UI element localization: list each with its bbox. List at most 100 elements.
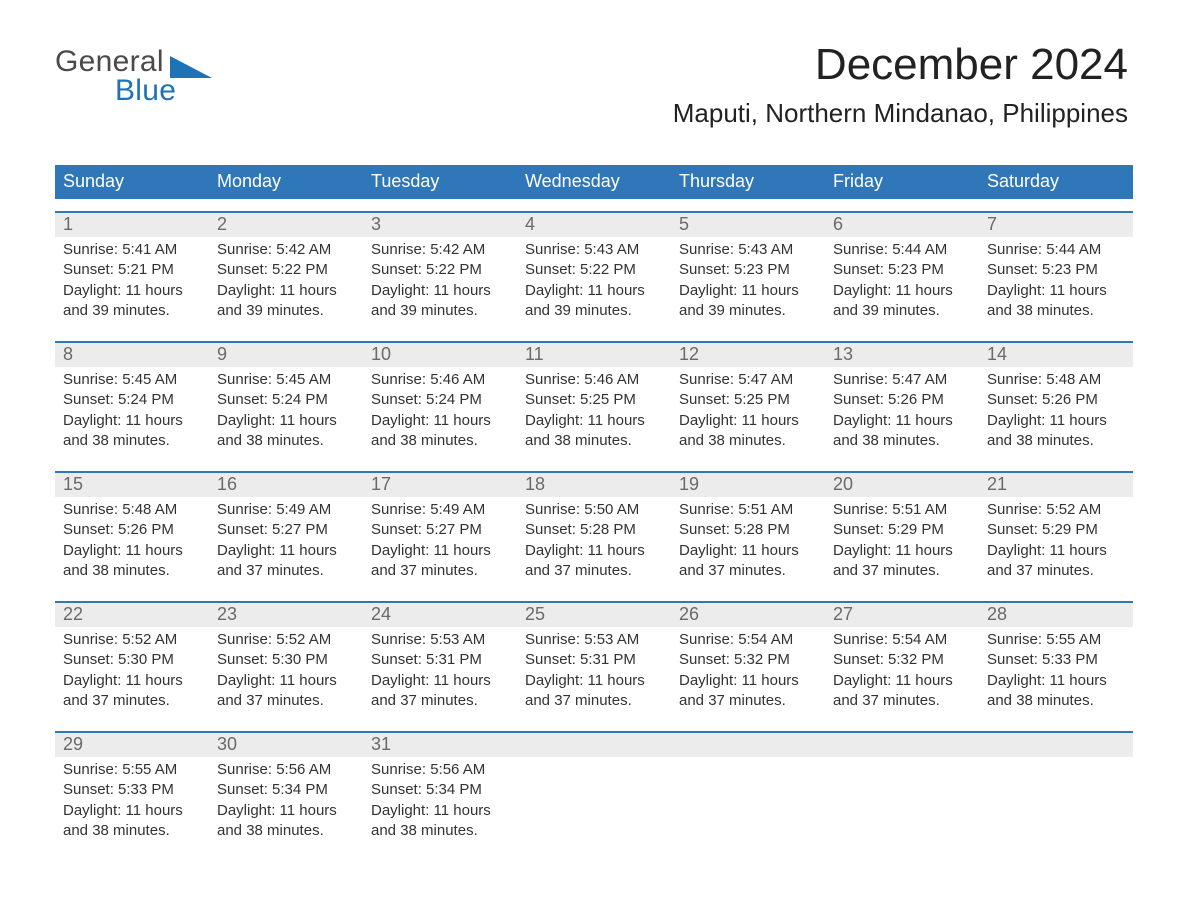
sunset-line: Sunset: 5:26 PM — [833, 390, 971, 410]
daylight-line: Daylight: 11 hours and 38 minutes. — [833, 411, 971, 452]
sunrise-line: Sunrise: 5:49 AM — [217, 500, 355, 520]
day-details-cell: Sunrise: 5:42 AMSunset: 5:22 PMDaylight:… — [209, 237, 363, 329]
sunrise-line: Sunrise: 5:51 AM — [833, 500, 971, 520]
day-number-cell: 26 — [671, 603, 825, 627]
daynum-row: 15161718192021 — [55, 473, 1133, 497]
daylight-line: Daylight: 11 hours and 39 minutes. — [679, 281, 817, 322]
daylight-line: Daylight: 11 hours and 38 minutes. — [371, 801, 509, 842]
daynum-row: 22232425262728 — [55, 603, 1133, 627]
day-number-cell: 8 — [55, 343, 209, 367]
day-number-cell: 29 — [55, 733, 209, 757]
daylight-line: Daylight: 11 hours and 37 minutes. — [525, 541, 663, 582]
daylight-line: Daylight: 11 hours and 37 minutes. — [833, 671, 971, 712]
day-number-cell: 7 — [979, 213, 1133, 237]
weekday-label: Thursday — [671, 165, 825, 199]
day-details-cell: Sunrise: 5:54 AMSunset: 5:32 PMDaylight:… — [671, 627, 825, 719]
daylight-line: Daylight: 11 hours and 38 minutes. — [987, 671, 1125, 712]
sunset-line: Sunset: 5:26 PM — [63, 520, 201, 540]
daylight-line: Daylight: 11 hours and 37 minutes. — [525, 671, 663, 712]
sunset-line: Sunset: 5:34 PM — [217, 780, 355, 800]
day-number-cell — [979, 733, 1133, 757]
day-details-cell: Sunrise: 5:53 AMSunset: 5:31 PMDaylight:… — [363, 627, 517, 719]
daynum-row: 293031 — [55, 733, 1133, 757]
day-number-cell: 11 — [517, 343, 671, 367]
day-number-cell: 27 — [825, 603, 979, 627]
daylight-line: Daylight: 11 hours and 38 minutes. — [63, 411, 201, 452]
calendar-week: 1234567Sunrise: 5:41 AMSunset: 5:21 PMDa… — [55, 211, 1133, 329]
day-number-cell: 16 — [209, 473, 363, 497]
daylight-line: Daylight: 11 hours and 37 minutes. — [371, 541, 509, 582]
daylight-line: Daylight: 11 hours and 38 minutes. — [525, 411, 663, 452]
sunset-line: Sunset: 5:34 PM — [371, 780, 509, 800]
daylight-line: Daylight: 11 hours and 38 minutes. — [217, 801, 355, 842]
day-number-cell: 14 — [979, 343, 1133, 367]
day-number-cell: 6 — [825, 213, 979, 237]
header-titles: December 2024 Maputi, Northern Mindanao,… — [673, 40, 1128, 129]
day-details-row: Sunrise: 5:52 AMSunset: 5:30 PM Daylight:… — [55, 627, 1133, 719]
sunset-line: Sunset: 5:30 PM — [63, 650, 201, 670]
day-number-cell: 4 — [517, 213, 671, 237]
sunset-line: Sunset: 5:27 PM — [371, 520, 509, 540]
day-details-cell: Sunrise: 5:44 AMSunset: 5:23 PMDaylight:… — [979, 237, 1133, 329]
sunset-line: Sunset: 5:31 PM — [371, 650, 509, 670]
logo-word-blue: Blue — [115, 74, 176, 107]
sunset-line: Sunset: 5:29 PM — [833, 520, 971, 540]
sunset-line: Sunset: 5:33 PM — [987, 650, 1125, 670]
day-details-cell: Sunrise: 5:47 AMSunset: 5:26 PMDaylight:… — [825, 367, 979, 459]
daylight-line: Daylight: 11 hours and 38 minutes. — [371, 411, 509, 452]
day-details-cell: Sunrise: 5:53 AMSunset: 5:31 PMDaylight:… — [517, 627, 671, 719]
sunrise-line: Sunrise: 5:47 AM — [833, 370, 971, 390]
sunrise-line: Sunrise: 5:41 AM — [63, 240, 201, 260]
sunrise-line: Sunrise: 5:44 AM — [833, 240, 971, 260]
weekday-label: Friday — [825, 165, 979, 199]
daylight-line: Daylight: 11 hours and 39 minutes. — [833, 281, 971, 322]
day-number-cell: 28 — [979, 603, 1133, 627]
calendar-week: 293031Sunrise: 5:55 AMSunset: 5:33 PMDay… — [55, 731, 1133, 849]
sunrise-line: Sunrise: 5:43 AM — [525, 240, 663, 260]
sunrise-line: Sunrise: 5:52 AM — [63, 630, 201, 650]
daylight-line: Daylight: 11 hours and 37 minutes. — [679, 671, 817, 712]
day-details-cell: Sunrise: 5:50 AMSunset: 5:28 PMDaylight:… — [517, 497, 671, 589]
sunset-line: Sunset: 5:21 PM — [63, 260, 201, 280]
sunrise-line: Sunrise: 5:56 AM — [217, 760, 355, 780]
day-number-cell: 9 — [209, 343, 363, 367]
sunset-line: Sunset: 5:28 PM — [525, 520, 663, 540]
day-details-cell: Sunrise: 5:49 AMSunset: 5:27 PMDaylight:… — [209, 497, 363, 589]
sunset-line: Sunset: 5:25 PM — [525, 390, 663, 410]
weekday-label: Sunday — [55, 165, 209, 199]
calendar-grid: SundayMondayTuesdayWednesdayThursdayFrid… — [55, 165, 1133, 849]
sunset-line: Sunset: 5:23 PM — [833, 260, 971, 280]
sunset-line: Sunset: 5:22 PM — [525, 260, 663, 280]
sunrise-line: Sunrise: 5:46 AM — [525, 370, 663, 390]
sunrise-line: Sunrise: 5:47 AM — [679, 370, 817, 390]
sunset-line: Sunset: 5:32 PM — [833, 650, 971, 670]
daylight-line: Daylight: 11 hours and 38 minutes. — [679, 411, 817, 452]
day-details-cell: Sunrise: 5:45 AMSunset: 5:24 PMDaylight:… — [55, 367, 209, 459]
day-details-cell: Sunrise: 5:52 AMSunset: 5:29 PMDaylight:… — [979, 497, 1133, 589]
sunset-line: Sunset: 5:24 PM — [371, 390, 509, 410]
weekday-label: Monday — [209, 165, 363, 199]
daynum-row: 891011121314 — [55, 343, 1133, 367]
day-number-cell: 23 — [209, 603, 363, 627]
day-details-cell: Sunrise: 5:51 AMSunset: 5:29 PMDaylight:… — [825, 497, 979, 589]
sunrise-line: Sunrise: 5:55 AM — [63, 760, 201, 780]
day-number-cell — [671, 733, 825, 757]
day-details-row: Sunrise: 5:55 AMSunset: 5:33 PMDaylight:… — [55, 757, 1133, 849]
sunset-line: Sunset: 5:28 PM — [679, 520, 817, 540]
day-number-cell: 21 — [979, 473, 1133, 497]
day-details-cell: Sunrise: 5:43 AMSunset: 5:23 PMDaylight:… — [671, 237, 825, 329]
daylight-line: Daylight: 11 hours and 38 minutes. — [63, 541, 201, 582]
sunset-line: Sunset: 5:29 PM — [987, 520, 1125, 540]
day-details-cell: Sunrise: 5:43 AMSunset: 5:22 PMDaylight:… — [517, 237, 671, 329]
day-details-row: Sunrise: 5:41 AMSunset: 5:21 PMDaylight:… — [55, 237, 1133, 329]
day-number-cell: 17 — [363, 473, 517, 497]
sunrise-line: Sunrise: 5:48 AM — [63, 500, 201, 520]
sunset-line: Sunset: 5:32 PM — [679, 650, 817, 670]
day-details-cell: Sunrise: 5:49 AMSunset: 5:27 PMDaylight:… — [363, 497, 517, 589]
sunset-line: Sunset: 5:22 PM — [371, 260, 509, 280]
sunrise-line: Sunrise: 5:45 AM — [217, 370, 355, 390]
month-title: December 2024 — [673, 40, 1128, 90]
daylight-line: Daylight: 11 hours and 39 minutes. — [63, 281, 201, 322]
day-details-cell: Sunrise: 5:46 AMSunset: 5:24 PMDaylight:… — [363, 367, 517, 459]
day-number-cell: 19 — [671, 473, 825, 497]
